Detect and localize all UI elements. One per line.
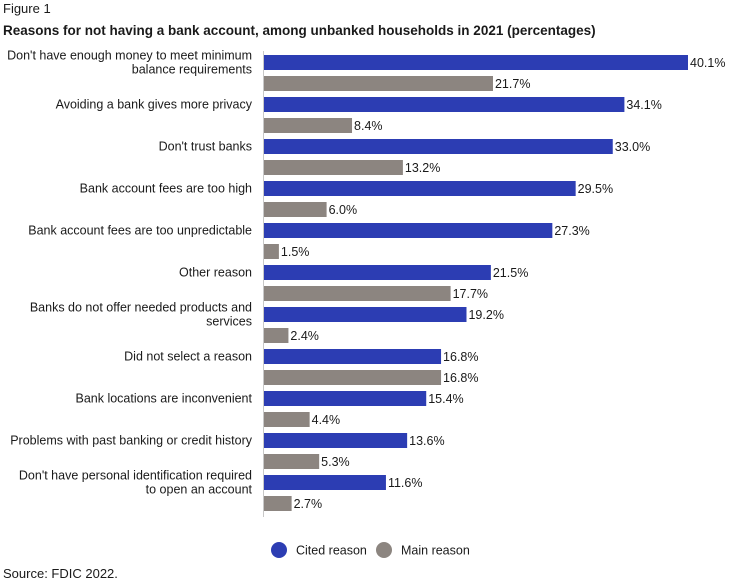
category-label: Don't have personal identification requi… — [19, 469, 252, 483]
bar-value-label: 2.7% — [294, 497, 323, 511]
cited-reason-bar — [263, 265, 491, 280]
legend-label-main: Main reason — [401, 544, 470, 558]
main-reason-bar — [263, 202, 327, 217]
bar-value-label: 8.4% — [354, 119, 383, 133]
chart-title: Reasons for not having a bank account, a… — [3, 23, 596, 38]
bar-value-label: 33.0% — [615, 140, 650, 154]
bar-value-label: 6.0% — [329, 203, 358, 217]
category-label: Other reason — [179, 266, 252, 280]
cited-reason-bar — [263, 55, 688, 70]
cited-reason-bar — [263, 307, 467, 322]
figure-label: Figure 1 — [3, 1, 51, 16]
category-label: Did not select a reason — [124, 350, 252, 364]
bar-value-label: 5.3% — [321, 455, 350, 469]
bar-value-label: 2.4% — [290, 329, 319, 343]
legend-swatch-main — [376, 542, 392, 558]
bar-value-label: 21.7% — [495, 77, 530, 91]
category-label: Bank locations are inconvenient — [75, 392, 252, 406]
main-reason-bar — [263, 328, 289, 343]
bar-value-label: 40.1% — [690, 56, 725, 70]
legend-label-cited: Cited reason — [296, 544, 367, 558]
category-label: Problems with past banking or credit his… — [10, 434, 253, 448]
category-label: Don't trust banks — [159, 140, 252, 154]
bar-value-label: 16.8% — [443, 371, 478, 385]
category-label: Don't have enough money to meet minimum — [7, 49, 252, 63]
category-label: Avoiding a bank gives more privacy — [56, 98, 253, 112]
main-reason-bar — [263, 454, 320, 469]
category-label: balance requirements — [132, 63, 252, 77]
cited-reason-bar — [263, 475, 386, 490]
main-reason-bar — [263, 244, 279, 259]
main-reason-bar — [263, 160, 403, 175]
cited-reason-bar — [263, 433, 408, 448]
bar-value-label: 11.6% — [388, 476, 423, 490]
bar-value-label: 16.8% — [443, 350, 478, 364]
bar-value-label: 34.1% — [626, 98, 661, 112]
category-label: services — [206, 315, 252, 329]
legend-swatch-cited — [271, 542, 287, 558]
cited-reason-bar — [263, 349, 442, 364]
bar-value-label: 17.7% — [453, 287, 488, 301]
category-label: to open an account — [146, 483, 253, 497]
main-reason-bar — [263, 370, 442, 385]
bar-value-label: 27.3% — [554, 224, 589, 238]
main-reason-bar — [263, 412, 310, 427]
bar-value-label: 29.5% — [578, 182, 613, 196]
bar-value-label: 19.2% — [468, 308, 503, 322]
bar-value-label: 1.5% — [281, 245, 310, 259]
cited-reason-bar — [263, 391, 427, 406]
category-label: Banks do not offer needed products and — [30, 301, 252, 315]
category-label: Bank account fees are too high — [80, 182, 252, 196]
main-reason-bar — [263, 76, 493, 91]
cited-reason-bar — [263, 181, 576, 196]
bar-value-label: 13.2% — [405, 161, 440, 175]
cited-reason-bar — [263, 223, 553, 238]
bar-value-label: 21.5% — [493, 266, 528, 280]
source-note: Source: FDIC 2022. — [3, 566, 118, 581]
category-label: Bank account fees are too unpredictable — [28, 224, 252, 238]
cited-reason-bar — [263, 97, 625, 112]
cited-reason-bar — [263, 139, 613, 154]
main-reason-bar — [263, 496, 292, 511]
main-reason-bar — [263, 118, 353, 133]
bar-value-label: 4.4% — [312, 413, 341, 427]
bar-value-label: 15.4% — [428, 392, 463, 406]
main-reason-bar — [263, 286, 451, 301]
bar-value-label: 13.6% — [409, 434, 444, 448]
